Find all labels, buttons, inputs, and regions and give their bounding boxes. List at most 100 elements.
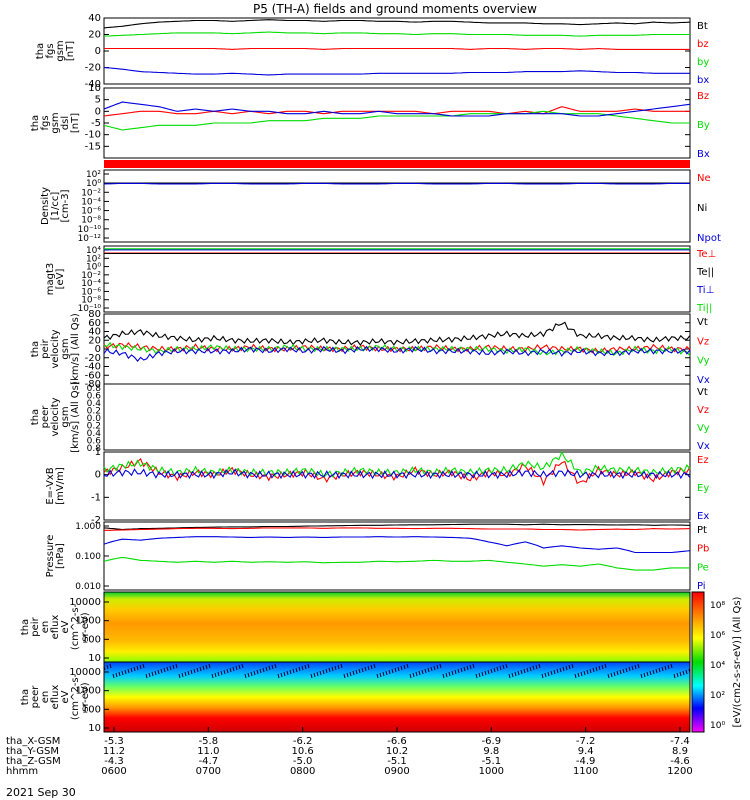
y-axis-label: [nT] xyxy=(65,41,76,61)
legend-temperature-2: Ti⊥ xyxy=(696,285,714,296)
y-tick-label: 0.8 xyxy=(87,444,102,454)
legend-pressure-3: Pi xyxy=(697,581,706,592)
y-axis-label: eflux xyxy=(50,615,61,640)
x-axis-value: 10.2 xyxy=(386,746,408,757)
x-axis-value: -5.0 xyxy=(293,756,313,767)
y-tick-label: 1 xyxy=(95,447,101,458)
x-axis-value: -4.6 xyxy=(670,756,690,767)
legend-e_field-1: Ey xyxy=(697,483,709,494)
legend-temperature-3: Ti|| xyxy=(696,303,712,314)
panel-peer_velocity: tha peer velocity gsm [km/s] (All Qs) Vt Vz Vy V… xyxy=(30,381,710,453)
y-tick-label: -2 xyxy=(91,515,101,526)
y-tick-label: 10⁻¹² xyxy=(78,234,102,244)
x-axis-value: -6.6 xyxy=(387,736,407,747)
legend-e_field-0: Ez xyxy=(697,455,709,466)
y-axis-label: magt3 xyxy=(45,263,56,296)
series-line-fgs_gsm-3 xyxy=(103,66,690,76)
y-tick-label: 100 xyxy=(82,634,101,645)
series-line-fgs_dsl-1 xyxy=(103,110,690,131)
y-tick-label: -40 xyxy=(85,79,101,90)
y-axis-label: sr-eV) xyxy=(80,612,91,641)
y-axis-label: [eV] xyxy=(55,269,66,290)
y-tick-label: -15 xyxy=(85,141,101,152)
y-tick-label: 0 xyxy=(95,470,101,481)
x-axis-value: 0900 xyxy=(384,766,409,777)
legend-fgs_dsl-1: By xyxy=(697,120,710,131)
y-axis-label: eflux xyxy=(50,685,61,710)
y-tick-label: 1000 xyxy=(76,616,101,627)
y-axis-label: gsm xyxy=(55,40,66,61)
legend-fgs_dsl-0: Bz xyxy=(697,91,709,102)
legend-temperature-1: Te|| xyxy=(696,267,714,278)
x-axis-value: -7.4 xyxy=(670,736,690,747)
y-axis-label: gsm xyxy=(60,406,71,427)
y-axis-label: velocity xyxy=(50,397,61,436)
legend-peir_velocity-0: Vt xyxy=(697,317,708,328)
x-axis-row-label: hhmm xyxy=(6,766,38,777)
legend-peer_velocity-1: Vz xyxy=(697,405,709,416)
x-axis-value: -4.9 xyxy=(576,756,596,767)
y-tick-label: 10000 xyxy=(69,597,101,608)
x-axis-value: -5.1 xyxy=(482,756,502,767)
y-tick-label: 10⁰ xyxy=(86,179,101,189)
y-axis-label: fgs xyxy=(40,115,51,130)
y-tick-label: 80 xyxy=(88,309,101,320)
series-line-pressure-0 xyxy=(103,523,690,531)
y-axis-label: peer xyxy=(30,685,41,709)
y-axis-label: gsm xyxy=(60,338,71,359)
legend-pressure-0: Pt xyxy=(697,525,707,536)
y-tick-label: 10⁻⁴ xyxy=(81,197,101,207)
y-tick-label: 10 xyxy=(88,653,101,664)
legend-e_field-2: Ex xyxy=(697,511,709,522)
y-tick-label: -80 xyxy=(85,379,101,390)
legend-pressure-1: Pb xyxy=(697,544,709,555)
x-axis-value: 11.2 xyxy=(103,746,125,757)
y-tick-label: 10000 xyxy=(69,667,101,678)
panel-peir_velocity: tha peir velocity gsm [km/s] (All Qs) -80-60-… xyxy=(30,309,710,390)
panel-frame xyxy=(103,521,691,591)
colorbar: 10⁸ 10⁶ 10⁴ 10² 10⁰ [eV/(cm2-s-sr-eV)] (All Q… xyxy=(691,591,743,733)
legend-fgs_dsl-2: Bx xyxy=(697,149,710,160)
y-tick-label: 10⁰ xyxy=(86,263,101,273)
y-tick-label: 0 xyxy=(95,106,101,117)
series-line-fgs_dsl-2 xyxy=(103,101,691,117)
legend-peir_velocity-3: Vx xyxy=(697,375,710,386)
colorbar-tick-label: 10⁶ xyxy=(710,631,725,641)
y-axis-label: tha xyxy=(35,43,46,59)
y-tick-label: 10⁻² xyxy=(81,271,101,281)
y-tick-label: 40 xyxy=(88,13,101,24)
x-axis-row-label: tha_X-GSM xyxy=(6,736,60,747)
series-line-pressure-2 xyxy=(103,556,690,571)
series-line-fgs_gsm-1 xyxy=(104,47,690,50)
spectrogram xyxy=(104,662,690,732)
colorbar-tick-label: 10² xyxy=(710,691,725,701)
y-tick-label: 10⁻⁸ xyxy=(81,296,101,306)
y-axis-label: velocity xyxy=(50,329,61,368)
y-axis-label: en xyxy=(40,621,51,634)
x-axis-value: -7.2 xyxy=(576,736,596,747)
separator-bar xyxy=(104,160,690,168)
y-tick-label: 10² xyxy=(86,254,101,264)
y-tick-label: 10⁻⁸ xyxy=(81,216,101,226)
series-line-density-2 xyxy=(103,182,690,185)
colorbar-tick-label: 10⁸ xyxy=(710,601,725,611)
y-axis-label: (cm^2-s- xyxy=(70,673,81,720)
legend-fgs_gsm-3: bx xyxy=(697,75,709,86)
x-axis-row-label: tha_Z-GSM xyxy=(6,756,61,767)
plot-title: P5 (TH-A) fields and ground moments over… xyxy=(253,2,537,16)
x-axis-value: -4.7 xyxy=(199,756,219,767)
y-tick-label: -20 xyxy=(85,353,101,364)
y-tick-label: 40 xyxy=(88,327,101,338)
legend-peer_velocity-0: Vt xyxy=(697,387,708,398)
x-axis-value: 9.8 xyxy=(483,746,499,757)
y-axis-label: eV xyxy=(60,620,71,633)
y-tick-label: 100 xyxy=(82,704,101,715)
y-tick-label: 10⁻² xyxy=(81,188,101,198)
x-axis-value: 0700 xyxy=(196,766,221,777)
y-axis-label: tha xyxy=(30,341,41,357)
y-tick-label: 10 xyxy=(88,83,101,94)
x-axis-value: 1000 xyxy=(479,766,504,777)
y-tick-label: 10⁻⁴ xyxy=(81,279,101,289)
